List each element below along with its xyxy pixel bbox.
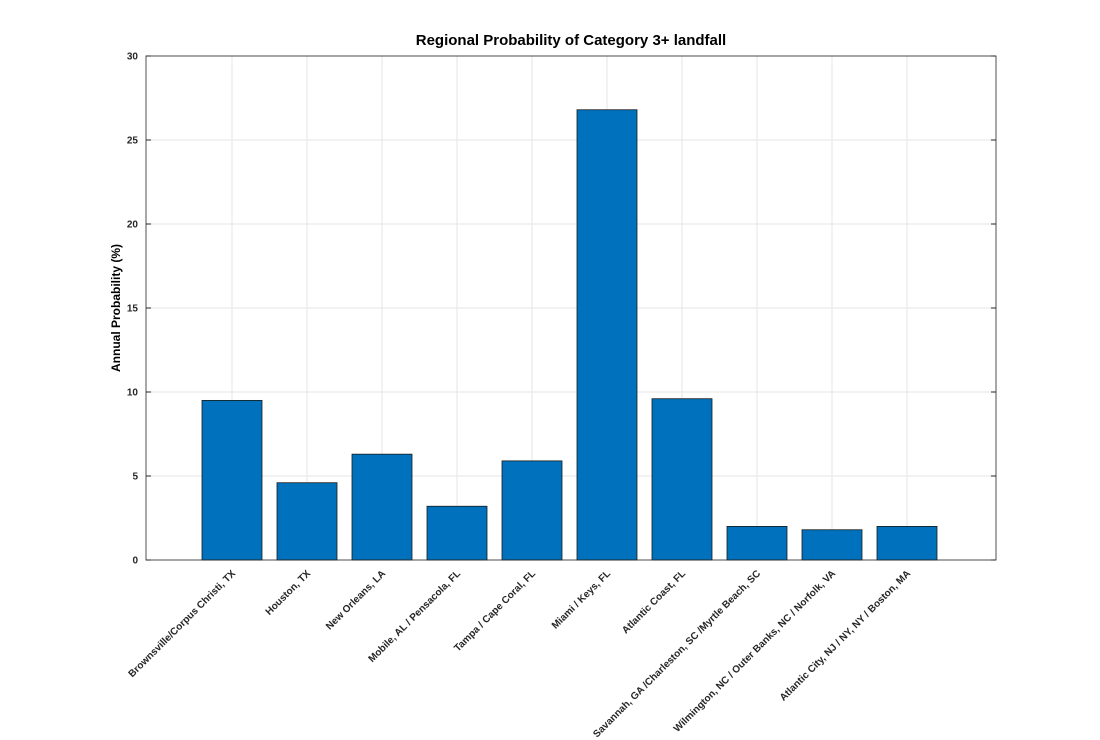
x-tick-label: Atlantic City, NJ / NY, NY / Boston, MA [778, 568, 913, 703]
y-tick-label: 0 [132, 556, 138, 567]
x-tick-label: Tampa / Cape Coral, FL [452, 568, 538, 654]
x-tick-label: Miami / Keys, FL [550, 568, 613, 631]
y-tick-label: 25 [127, 136, 139, 147]
y-tick-label: 30 [127, 52, 139, 63]
bar [426, 505, 488, 561]
x-tick-label: Wilmington, NC / Outer Banks, NC / Norfo… [672, 568, 838, 734]
bar [576, 109, 638, 561]
bar [201, 399, 263, 561]
bar [876, 526, 938, 561]
y-tick-label: 15 [127, 304, 139, 315]
x-tick-label: New Orleans, LA [324, 568, 388, 632]
y-tick-label: 5 [132, 472, 138, 483]
y-tick-label: 10 [127, 388, 139, 399]
bar [651, 398, 713, 561]
bar [501, 460, 563, 561]
plot-frame [145, 55, 997, 561]
bar [351, 453, 413, 561]
x-tick-label: Atlantic Coast, FL [620, 568, 688, 636]
bar [801, 529, 863, 561]
y-axis-label: Annual Probability (%) [109, 244, 123, 372]
x-tick-label: Brownsville/Corpus Christi, TX [127, 568, 239, 680]
x-tick-label: Savannah, GA /Charleston, SC /Myrtle Bea… [591, 568, 763, 740]
bar [276, 482, 338, 561]
y-tick-label: 20 [127, 220, 139, 231]
chart-title: Regional Probability of Category 3+ land… [416, 32, 726, 49]
x-tick-label: Houston, TX [264, 568, 314, 618]
bar [726, 526, 788, 561]
